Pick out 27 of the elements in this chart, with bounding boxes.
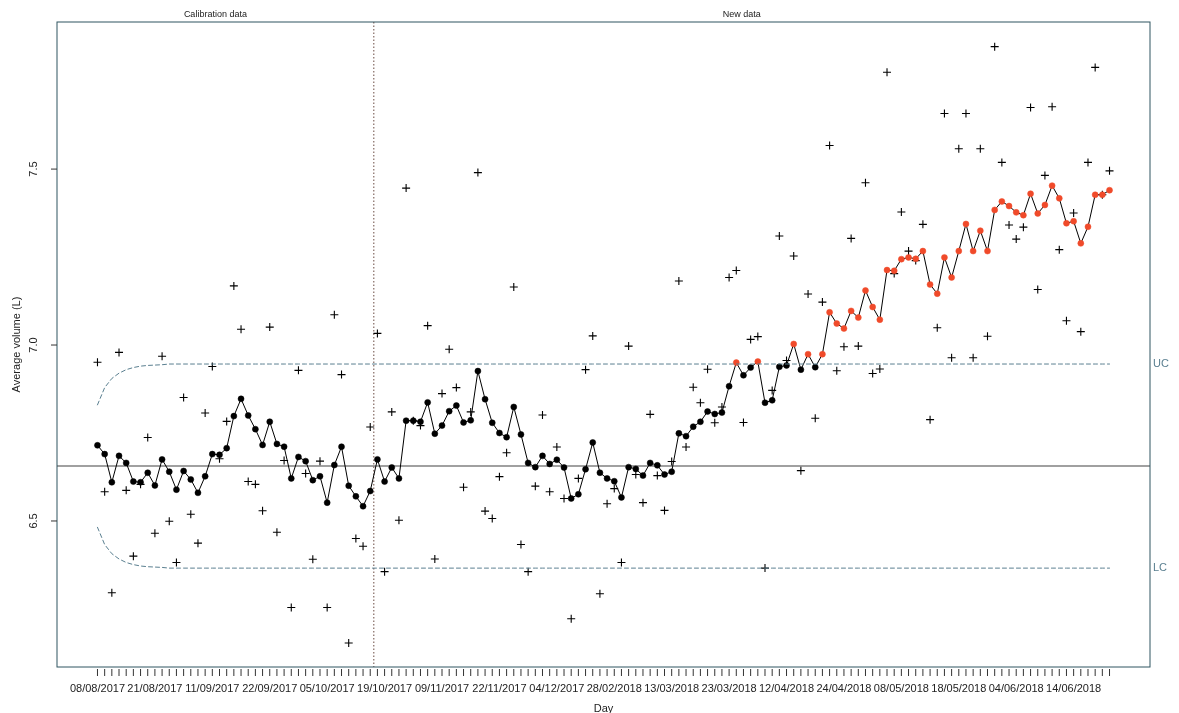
x-tick-label: 12/04/2018 — [759, 682, 815, 694]
x-tick-label: 14/06/2018 — [1046, 682, 1102, 694]
x-tick-label: 24/04/2018 — [816, 682, 872, 694]
y-axis-title: Average volume (L) — [10, 296, 22, 393]
text: LC — [1153, 561, 1168, 574]
x-tick-label: 04/06/2018 — [988, 682, 1044, 694]
x-tick-label: 11/09/2017 — [185, 682, 240, 694]
y-tick-label: 7.0 — [27, 337, 39, 353]
x-tick-label: 08/08/2017 — [69, 682, 126, 694]
x-tick-label: 08/05/2018 — [873, 682, 929, 694]
x-tick-label: 09/11/2017 — [414, 682, 470, 694]
text: Calibration data — [183, 9, 247, 19]
x-tick-label: 22/11/2017 — [472, 682, 527, 694]
text: New data — [722, 9, 761, 19]
x-tick-label: 22/09/2017 — [242, 682, 298, 694]
x-tick-label: 28/02/2018 — [586, 682, 642, 694]
x-tick-label: 05/10/2017 — [299, 682, 355, 694]
y-tick-label: 7.5 — [27, 161, 39, 177]
x-tick-label: 21/08/2017 — [127, 682, 183, 694]
x-tick-label: 19/10/2017 — [357, 682, 413, 694]
y-tick-label: 6.5 — [27, 513, 39, 529]
line-series — [96, 526, 1111, 569]
text: UC — [1153, 356, 1169, 369]
x-tick-label: 04/12/2017 — [529, 682, 585, 694]
x-tick-label: 18/05/2018 — [931, 682, 987, 694]
x-tick-label: 23/03/2018 — [701, 682, 757, 694]
x-tick-label: 13/03/2018 — [644, 682, 700, 694]
